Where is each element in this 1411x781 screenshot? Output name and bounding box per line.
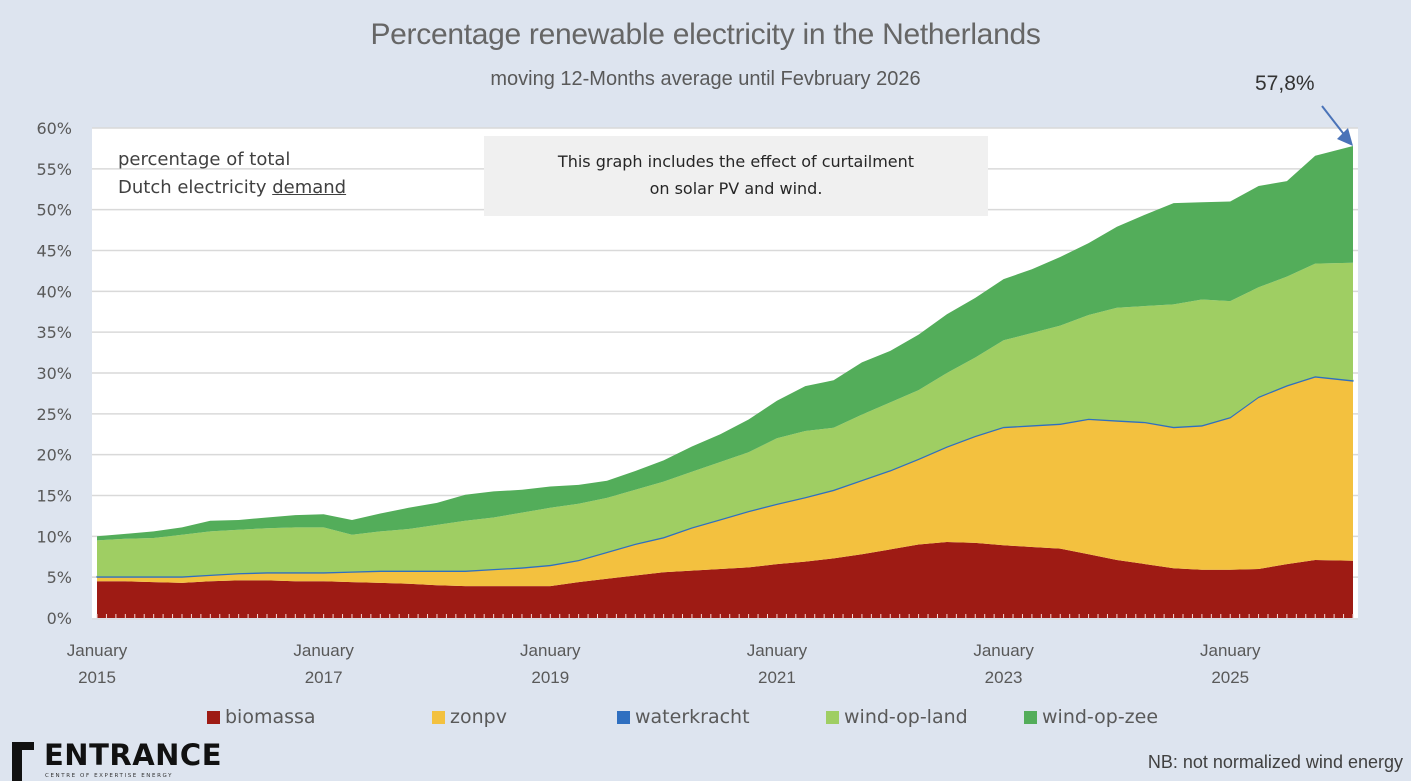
- arrow-head-icon: [1337, 127, 1353, 146]
- legend-swatch-wind-op-zee: [1024, 710, 1037, 724]
- y-tick-label: 0%: [47, 609, 72, 628]
- x-tick-label-month: January: [747, 641, 808, 660]
- legend-label: wind-op-zee: [1042, 706, 1159, 728]
- legend-label: wind-op-land: [844, 706, 968, 728]
- legend: biomassa zonpv waterkracht wind-op-land …: [0, 706, 1411, 736]
- curtailment-note: This graph includes the effect of curtai…: [484, 136, 988, 216]
- arrow-shaft: [1321, 105, 1347, 138]
- x-tick-label-month: January: [973, 641, 1034, 660]
- x-tick-label-month: January: [520, 641, 581, 660]
- legend-label: zonpv: [450, 706, 507, 728]
- demand-note-line2: Dutch electricity demand: [118, 174, 346, 202]
- legend-swatch-zonpv: [432, 710, 445, 724]
- legend-label: waterkracht: [635, 706, 750, 728]
- area-zonpv: [97, 377, 1353, 587]
- x-tick-label-year: 2021: [758, 668, 796, 687]
- curtailment-note-line2: on solar PV and wind.: [649, 179, 823, 198]
- x-tick-label-month: January: [67, 641, 128, 660]
- legend-label: biomassa: [225, 706, 316, 728]
- area-series: [96, 146, 1354, 618]
- legend-swatch-biomassa: [207, 710, 220, 724]
- y-tick-label: 35%: [36, 323, 72, 342]
- x-axis-labels: January 2015 January 2017 January 2019 January…: [67, 641, 1261, 687]
- x-minor-ticks: [92, 614, 1358, 620]
- y-tick-label: 45%: [36, 242, 72, 261]
- x-tick-label-month: January: [1200, 641, 1261, 660]
- legend-swatch-waterkracht: [617, 710, 630, 724]
- y-tick-label: 55%: [36, 160, 72, 179]
- latest-value-callout: 57,8%: [1255, 72, 1315, 95]
- y-tick-label: 10%: [36, 527, 72, 546]
- entrance-logo: ENTRANCE CENTRE OF EXPERTISE ENERGY: [8, 738, 248, 781]
- callout-arrow: [1321, 105, 1353, 146]
- x-tick-label-month: January: [293, 641, 354, 660]
- legend-item-zonpv: zonpv: [432, 706, 507, 728]
- y-tick-label: 5%: [47, 568, 72, 587]
- logo-tagline: CENTRE OF EXPERTISE ENERGY: [45, 773, 174, 779]
- chart-title: Percentage renewable electricity in the …: [370, 18, 1041, 51]
- y-tick-label: 30%: [36, 364, 72, 383]
- curtailment-note-line1: This graph includes the effect of curtai…: [557, 152, 915, 171]
- legend-item-biomassa: biomassa: [207, 706, 316, 728]
- legend-swatch-wind-op-land: [826, 710, 839, 724]
- area-wind-op-land: [97, 262, 1353, 577]
- y-tick-label: 25%: [36, 405, 72, 424]
- y-tick-label: 50%: [36, 201, 72, 220]
- demand-note-underlined: demand: [272, 177, 347, 198]
- x-tick-label-year: 2015: [78, 668, 116, 687]
- chart-subtitle: moving 12-Months average until Fevbruary…: [490, 68, 921, 90]
- y-tick-label: 60%: [36, 119, 72, 138]
- demand-note-prefix: Dutch electricity: [118, 177, 273, 198]
- y-axis-labels: 0% 5% 10% 15% 20% 25% 30% 35% 40% 45% 50% 55% 60%: [36, 119, 72, 628]
- area-biomassa: [97, 542, 1353, 618]
- footnote: NB: not normalized wind energy: [1147, 752, 1403, 772]
- y-tick-label: 20%: [36, 446, 72, 465]
- x-tick-label-year: 2023: [985, 668, 1023, 687]
- y-tick-label: 15%: [36, 487, 72, 506]
- x-tick-label-year: 2019: [531, 668, 569, 687]
- x-tick-label-year: 2017: [305, 668, 343, 687]
- legend-item-wind-op-land: wind-op-land: [826, 706, 968, 728]
- x-tick-label-year: 2025: [1211, 668, 1249, 687]
- logo-name: ENTRANCE: [44, 738, 222, 772]
- legend-item-wind-op-zee: wind-op-zee: [1024, 706, 1158, 728]
- logo-bracket-icon: [12, 742, 34, 781]
- legend-item-waterkracht: waterkracht: [617, 706, 750, 728]
- y-tick-label: 40%: [36, 282, 72, 301]
- demand-note-line1: percentage of total: [118, 149, 291, 170]
- demand-note: percentage of total Dutch electricity de…: [118, 146, 346, 202]
